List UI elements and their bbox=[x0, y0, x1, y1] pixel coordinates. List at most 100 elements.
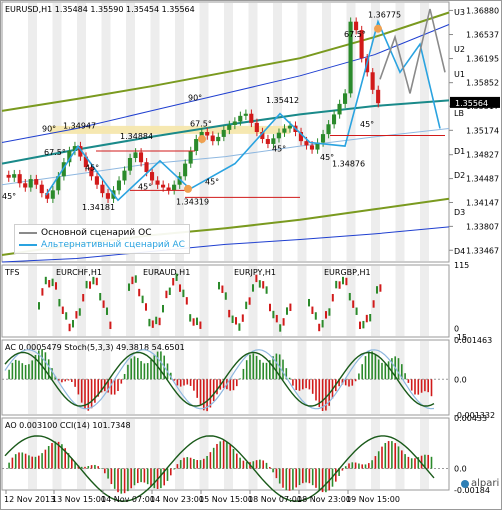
ao-histogram-bar bbox=[371, 460, 373, 468]
time-tick-label: 13 Nov 15:00 bbox=[52, 495, 106, 504]
ao-histogram-bar bbox=[401, 450, 403, 468]
ac-histogram-bar bbox=[216, 379, 218, 394]
ac-histogram-bar bbox=[45, 352, 47, 379]
price-tick-label: 1.33467 bbox=[466, 246, 499, 255]
ao-histogram-bar bbox=[35, 457, 37, 469]
panel2-candle bbox=[349, 293, 351, 300]
panel2-candle bbox=[82, 294, 84, 301]
ao-histogram-bar bbox=[124, 469, 126, 494]
ac-histogram-bar bbox=[414, 379, 416, 394]
ao-histogram-bar bbox=[97, 466, 99, 468]
candle-body bbox=[122, 171, 126, 181]
candle-body bbox=[211, 136, 215, 142]
ao-histogram-bar bbox=[272, 469, 274, 473]
ao-histogram-bar bbox=[404, 454, 406, 468]
panel2-candle bbox=[45, 277, 47, 284]
ao-histogram-bar bbox=[305, 469, 307, 483]
brand-name: alpari bbox=[471, 478, 499, 489]
candle-body bbox=[205, 132, 209, 136]
candle-body bbox=[144, 162, 148, 172]
ao-histogram-bar bbox=[147, 469, 149, 485]
ao-histogram-bar bbox=[299, 469, 301, 486]
ao-histogram-bar bbox=[295, 469, 297, 488]
ac-histogram-bar bbox=[160, 351, 162, 379]
panel2-candle bbox=[359, 322, 361, 329]
panel2-candle bbox=[225, 292, 227, 299]
price-tick-label: 1.35852 bbox=[466, 79, 499, 88]
ao-histogram-bar bbox=[28, 455, 30, 468]
panel2-candle bbox=[159, 318, 161, 325]
ao-histogram-bar bbox=[431, 457, 433, 469]
legend-base-swatch bbox=[19, 232, 37, 234]
ac-histogram-bar bbox=[421, 379, 423, 392]
panel2-candle bbox=[72, 320, 74, 327]
night-stripe bbox=[28, 266, 37, 336]
panel2-candle bbox=[249, 297, 251, 304]
ao-histogram-bar bbox=[391, 441, 393, 468]
ao-histogram-bar bbox=[170, 469, 172, 476]
ac-histogram-bar bbox=[74, 379, 76, 387]
candle-body bbox=[95, 176, 99, 184]
night-stripe bbox=[396, 341, 405, 414]
price-tick-label: 1.34147 bbox=[466, 198, 499, 207]
panel2-candle bbox=[339, 281, 341, 288]
angle-annotation: 45° bbox=[85, 164, 99, 173]
time-tick-label: 12 Nov 2013 bbox=[4, 495, 55, 504]
panel2-symbol-label: EURJPY,H1 bbox=[234, 268, 276, 277]
panel2-candle bbox=[255, 275, 257, 282]
panel2-candle bbox=[52, 279, 54, 286]
ao-histogram-bar bbox=[259, 460, 261, 469]
panel2-candle bbox=[92, 277, 94, 284]
ac-histogram-bar bbox=[404, 373, 406, 379]
panel2-symbol-label: EURCHF,H1 bbox=[56, 268, 102, 277]
ao-histogram-bar bbox=[206, 456, 208, 469]
night-stripe bbox=[347, 419, 356, 489]
ao-histogram-bar bbox=[236, 454, 238, 469]
ac-histogram-bar bbox=[180, 379, 182, 386]
ao-histogram-bar bbox=[427, 455, 429, 469]
ao-histogram-bar bbox=[180, 460, 182, 468]
panel2-candle bbox=[142, 296, 144, 303]
ac-histogram-bar bbox=[190, 379, 192, 386]
candle-body bbox=[117, 180, 121, 190]
ac-histogram-bar bbox=[147, 363, 149, 379]
panel2-candle bbox=[325, 311, 327, 318]
price-tick-label: 1.36880 bbox=[466, 6, 499, 15]
angle-annotation: 45° bbox=[138, 183, 152, 192]
candle-body bbox=[51, 190, 55, 198]
ao-histogram-bar bbox=[315, 469, 317, 488]
ao-histogram-bar bbox=[18, 452, 20, 468]
ao-histogram-bar bbox=[104, 469, 106, 474]
ao-histogram-bar bbox=[140, 469, 142, 483]
panel2-candle bbox=[193, 318, 195, 325]
time-tick-label: 18 Nov 07:00 bbox=[248, 495, 302, 504]
panel2-candle bbox=[86, 281, 88, 288]
ao-histogram-bar bbox=[160, 469, 162, 489]
candle-body bbox=[371, 72, 375, 90]
ac-histogram-bar bbox=[312, 379, 314, 394]
angle-annotation: 45° bbox=[320, 153, 334, 162]
ac-histogram-bar bbox=[78, 379, 80, 394]
candle-body bbox=[194, 139, 198, 151]
ac-histogram-bar bbox=[262, 363, 264, 380]
ao-histogram-bar bbox=[8, 463, 10, 469]
ao-histogram-bar bbox=[81, 467, 83, 469]
price-annotation: 1.34884 bbox=[120, 132, 153, 141]
panel2-candle bbox=[221, 286, 223, 293]
scenario-legend: Основной сценарий ОС Альтернативный сцен… bbox=[14, 224, 190, 254]
ao-histogram-bar bbox=[358, 464, 360, 469]
ao-histogram-bar bbox=[398, 446, 400, 468]
candle-body bbox=[376, 90, 380, 103]
ac-histogram-bar bbox=[210, 379, 212, 407]
panel2-candle bbox=[242, 314, 244, 321]
ac-histogram-bar bbox=[18, 361, 20, 380]
level-label-d4: D4 bbox=[454, 247, 465, 256]
candle-body bbox=[282, 128, 286, 132]
ac-histogram-bar bbox=[154, 355, 156, 379]
ac-histogram-bar bbox=[385, 363, 387, 379]
panel2-candle bbox=[99, 293, 101, 300]
candle-body bbox=[255, 123, 259, 132]
ac-histogram-bar bbox=[424, 379, 426, 391]
ao-histogram-bar bbox=[233, 449, 235, 469]
